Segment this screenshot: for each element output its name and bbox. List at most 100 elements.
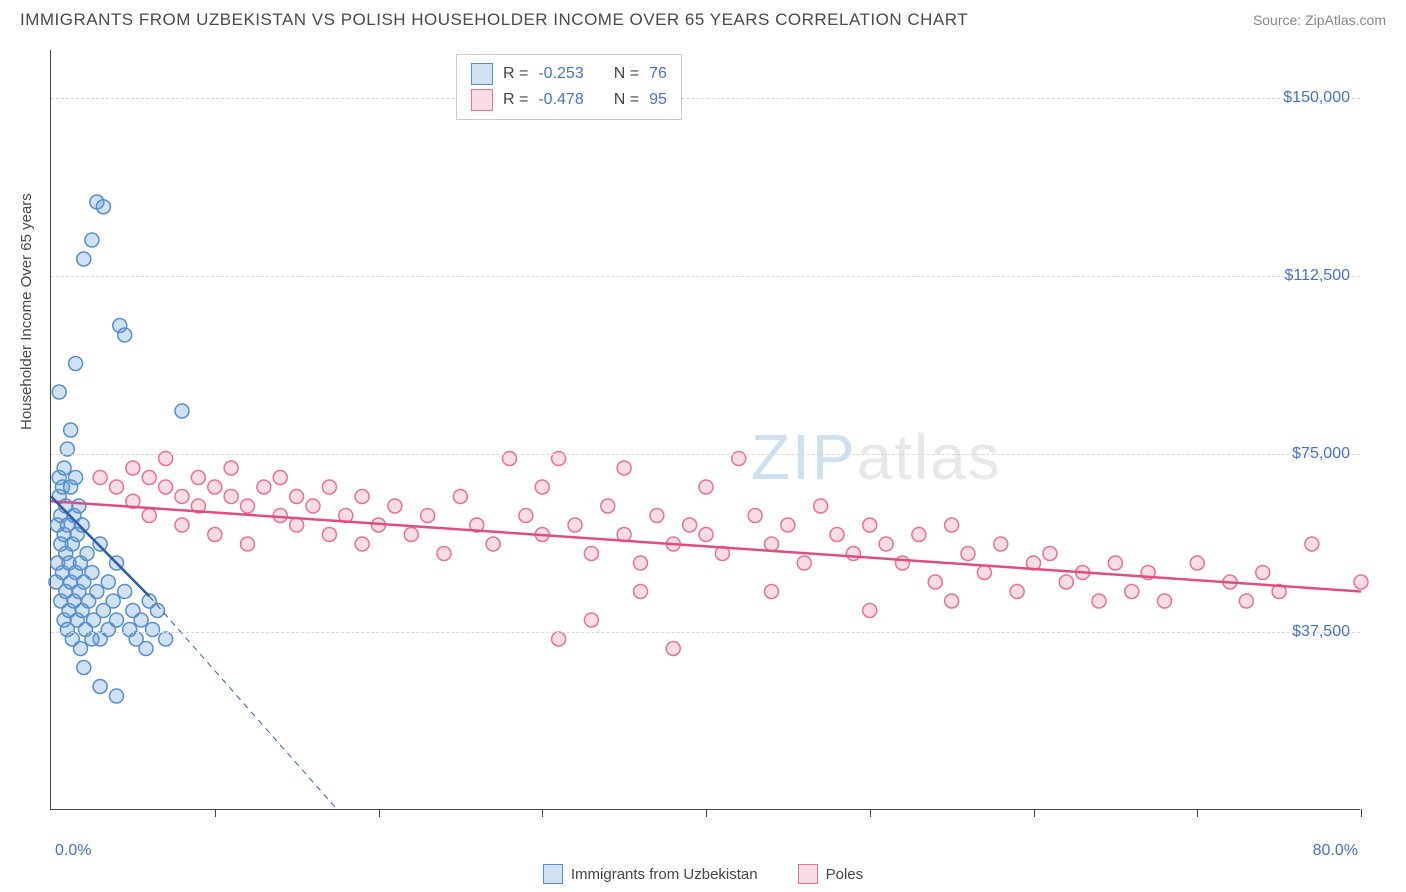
data-point bbox=[634, 585, 648, 599]
ytick-label: $150,000 bbox=[1283, 89, 1350, 107]
data-point bbox=[879, 537, 893, 551]
data-point bbox=[453, 490, 467, 504]
data-point bbox=[830, 528, 844, 542]
data-point bbox=[1059, 575, 1073, 589]
data-point bbox=[1354, 575, 1368, 589]
data-point bbox=[110, 689, 124, 703]
data-point bbox=[568, 518, 582, 532]
data-point bbox=[1108, 556, 1122, 570]
data-point bbox=[814, 499, 828, 513]
data-point bbox=[175, 518, 189, 532]
xtick bbox=[379, 809, 380, 817]
data-point bbox=[290, 490, 304, 504]
data-point bbox=[64, 423, 78, 437]
data-point bbox=[634, 556, 648, 570]
data-point bbox=[72, 499, 86, 513]
scatter-svg bbox=[51, 50, 1360, 809]
data-point bbox=[617, 461, 631, 475]
data-point bbox=[159, 632, 173, 646]
data-point bbox=[355, 490, 369, 504]
n-value-uz: 76 bbox=[649, 65, 667, 83]
data-point bbox=[175, 490, 189, 504]
data-point bbox=[93, 471, 107, 485]
data-point bbox=[945, 518, 959, 532]
data-point bbox=[552, 632, 566, 646]
data-point bbox=[765, 585, 779, 599]
data-point bbox=[93, 680, 107, 694]
data-point bbox=[945, 594, 959, 608]
data-point bbox=[126, 461, 140, 475]
data-point bbox=[146, 623, 160, 637]
data-point bbox=[306, 499, 320, 513]
data-point bbox=[77, 252, 91, 266]
data-point bbox=[69, 357, 83, 371]
data-point bbox=[1239, 594, 1253, 608]
data-point bbox=[1256, 566, 1270, 580]
data-point bbox=[535, 480, 549, 494]
data-point bbox=[224, 461, 238, 475]
data-point bbox=[1158, 594, 1172, 608]
xtick bbox=[870, 809, 871, 817]
data-point bbox=[1092, 594, 1106, 608]
xtick bbox=[1197, 809, 1198, 817]
data-point bbox=[208, 480, 222, 494]
data-point bbox=[519, 509, 533, 523]
data-point bbox=[85, 566, 99, 580]
r-value-pl: -0.478 bbox=[538, 91, 583, 109]
legend-bottom: Immigrants from Uzbekistan Poles bbox=[0, 864, 1406, 884]
ytick-label: $75,000 bbox=[1292, 445, 1350, 463]
n-value-pl: 95 bbox=[649, 91, 667, 109]
data-point bbox=[175, 404, 189, 418]
data-point bbox=[928, 575, 942, 589]
data-point bbox=[765, 537, 779, 551]
data-point bbox=[421, 509, 435, 523]
data-point bbox=[846, 547, 860, 561]
data-point bbox=[994, 537, 1008, 551]
r-label-uz: R = bbox=[503, 65, 528, 83]
data-point bbox=[85, 632, 99, 646]
data-point bbox=[101, 575, 115, 589]
data-point bbox=[191, 471, 205, 485]
xtick bbox=[542, 809, 543, 817]
data-point bbox=[1305, 537, 1319, 551]
data-point bbox=[584, 547, 598, 561]
data-point bbox=[1043, 547, 1057, 561]
data-point bbox=[1125, 585, 1139, 599]
data-point bbox=[241, 499, 255, 513]
xtick bbox=[1361, 809, 1362, 817]
trend-line bbox=[149, 596, 337, 810]
data-point bbox=[699, 480, 713, 494]
data-point bbox=[241, 537, 255, 551]
data-point bbox=[110, 480, 124, 494]
source-label: Source: ZipAtlas.com bbox=[1253, 12, 1386, 28]
data-point bbox=[52, 385, 66, 399]
data-point bbox=[80, 547, 94, 561]
data-point bbox=[322, 480, 336, 494]
data-point bbox=[388, 499, 402, 513]
data-point bbox=[224, 490, 238, 504]
r-value-uz: -0.253 bbox=[538, 65, 583, 83]
data-point bbox=[863, 518, 877, 532]
legend-item-poles: Poles bbox=[798, 864, 864, 884]
data-point bbox=[896, 556, 910, 570]
data-point bbox=[77, 661, 91, 675]
stats-row-uzbekistan: R = -0.253 N = 76 bbox=[471, 61, 667, 87]
stats-row-poles: R = -0.478 N = 95 bbox=[471, 87, 667, 113]
data-point bbox=[797, 556, 811, 570]
xtick bbox=[1034, 809, 1035, 817]
data-point bbox=[90, 585, 104, 599]
data-point bbox=[290, 518, 304, 532]
legend-swatch-uzbekistan bbox=[543, 864, 563, 884]
data-point bbox=[1190, 556, 1204, 570]
data-point bbox=[118, 328, 132, 342]
data-point bbox=[75, 518, 89, 532]
data-point bbox=[208, 528, 222, 542]
data-point bbox=[699, 528, 713, 542]
ytick-label: $112,500 bbox=[1284, 267, 1350, 285]
data-point bbox=[69, 471, 83, 485]
legend-swatch-poles bbox=[798, 864, 818, 884]
gridline bbox=[51, 632, 1360, 633]
ytick-label: $37,500 bbox=[1292, 623, 1350, 641]
data-point bbox=[748, 509, 762, 523]
legend-label-poles: Poles bbox=[826, 866, 864, 883]
